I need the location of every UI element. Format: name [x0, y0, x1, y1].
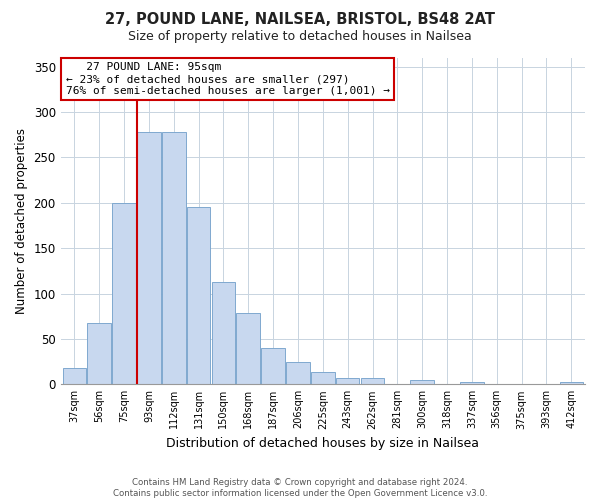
Text: 27, POUND LANE, NAILSEA, BRISTOL, BS48 2AT: 27, POUND LANE, NAILSEA, BRISTOL, BS48 2…	[105, 12, 495, 28]
Y-axis label: Number of detached properties: Number of detached properties	[15, 128, 28, 314]
Bar	[410, 380, 434, 384]
Bar	[112, 202, 136, 384]
Bar	[212, 282, 235, 385]
Bar	[361, 378, 385, 384]
Bar	[62, 368, 86, 384]
Bar	[311, 372, 335, 384]
Text: Contains HM Land Registry data © Crown copyright and database right 2024.
Contai: Contains HM Land Registry data © Crown c…	[113, 478, 487, 498]
Bar	[236, 312, 260, 384]
Text: Size of property relative to detached houses in Nailsea: Size of property relative to detached ho…	[128, 30, 472, 43]
Bar	[262, 348, 285, 385]
Bar	[460, 382, 484, 384]
Bar	[88, 322, 111, 384]
Bar	[137, 132, 161, 384]
X-axis label: Distribution of detached houses by size in Nailsea: Distribution of detached houses by size …	[166, 437, 479, 450]
Text: 27 POUND LANE: 95sqm
← 23% of detached houses are smaller (297)
76% of semi-deta: 27 POUND LANE: 95sqm ← 23% of detached h…	[66, 62, 390, 96]
Bar	[560, 382, 583, 384]
Bar	[286, 362, 310, 384]
Bar	[187, 208, 211, 384]
Bar	[336, 378, 359, 384]
Bar	[162, 132, 185, 384]
